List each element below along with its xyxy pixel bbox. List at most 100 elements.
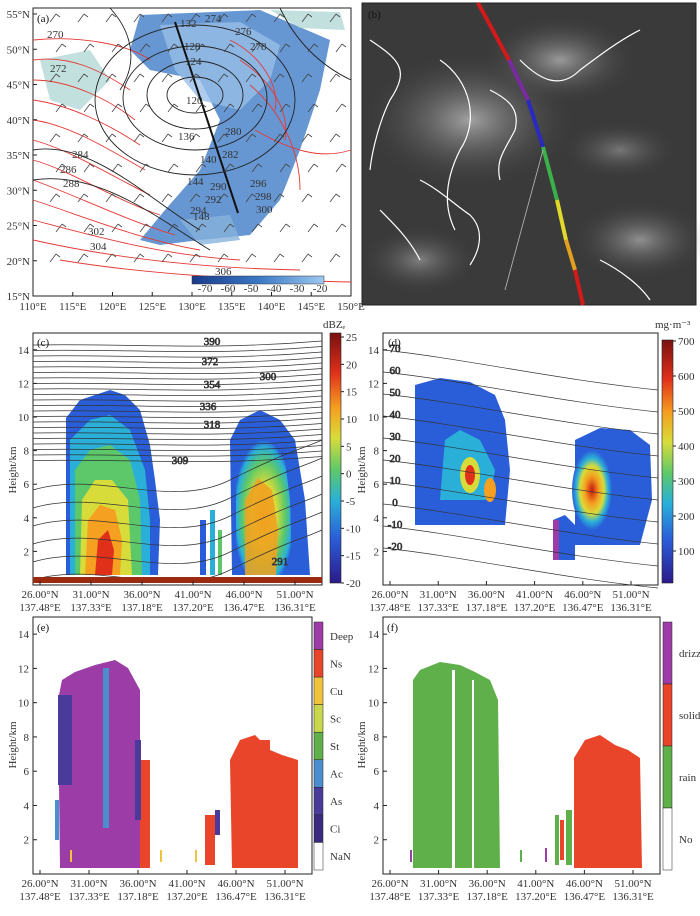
wind-barb-flag — [55, 253, 61, 258]
panel-d-ylabel: Height/km — [356, 446, 368, 493]
wind-barb — [301, 133, 309, 143]
theta-contour — [32, 417, 323, 424]
wind-barb — [279, 43, 287, 53]
panel-a-black-contour-label: 144 — [187, 176, 204, 188]
panel-e-y-ticks: 2 4 6 8 10 12 14 — [18, 629, 37, 847]
x-tick-lon: 137.33°E — [418, 891, 460, 903]
panel-e-legend: Deep Ns Cu Sc St Ac As Ci NaN — [313, 621, 354, 871]
colorbar-tick-label: 5 — [346, 441, 352, 453]
wind-barb — [139, 103, 147, 113]
panel-a-y-ticks: 55°N 50°N 45°N 40°N 35°N 30°N 25°N 20°N 15°N — [7, 9, 37, 303]
wind-barb-flag — [223, 73, 229, 78]
wind-barb — [133, 13, 141, 23]
panel-a-red-contour-label: 274 — [205, 13, 222, 25]
wind-barb-flag — [223, 13, 229, 18]
x-tick-lat: 46.00°N — [564, 589, 601, 601]
wind-barb-flag — [223, 253, 229, 258]
wind-barb — [55, 163, 63, 173]
x-tick-lat: 41.00°N — [168, 878, 205, 890]
wind-barb-flag — [341, 43, 347, 48]
panel-a-red-contour-label: 300 — [256, 204, 273, 216]
wind-barb — [223, 103, 231, 113]
wind-barb-flag — [313, 163, 319, 168]
wind-barb — [133, 193, 141, 203]
wind-barb-flag — [307, 133, 313, 138]
x-tick-lon: 137.18°E — [467, 891, 509, 903]
temp-contour — [382, 437, 659, 479]
panel-d-unit: mg·m⁻³ — [655, 319, 691, 331]
panel-c-y-ticks: 2 4 6 8 10 12 14 — [18, 345, 37, 558]
theta-contour — [32, 450, 323, 457]
wind-barb-flag — [201, 43, 207, 48]
wind-barb — [83, 223, 91, 233]
x-tick-lon: 136.31°E — [264, 891, 306, 903]
wind-barb-flag — [307, 13, 313, 18]
panel-a-colorbar-tick: -20 — [313, 283, 328, 295]
wind-barb — [335, 103, 343, 113]
wind-barb — [195, 163, 203, 173]
theta-contour-label: 372 — [202, 356, 219, 368]
wind-barb-flag — [229, 223, 235, 228]
panel-d-temp-contours: 70 60 50 40 30 20 10 0 -10 -20 — [382, 343, 659, 589]
wind-barb — [223, 163, 231, 173]
panel-a-black-contours — [32, 7, 352, 251]
wind-barb — [77, 73, 85, 83]
colorbar-tick-label: -20 — [346, 578, 361, 590]
theta-contour — [32, 434, 323, 440]
wind-barb-flag — [279, 133, 285, 138]
wind-barb — [279, 163, 287, 173]
x-tick-lon: 136.31°E — [610, 602, 652, 614]
wind-barb-flag — [335, 13, 341, 18]
wind-barb — [161, 193, 169, 203]
colorbar-tick-label: 15 — [346, 387, 358, 399]
panel-e-y-tick-label: 10 — [18, 698, 30, 710]
panel-a-red-contour-label: 288 — [63, 178, 80, 190]
wind-barb — [161, 133, 169, 143]
wind-barb — [49, 73, 57, 83]
panel-a-red-contour-label: 282 — [222, 149, 239, 161]
x-tick-lat: 31.00°N — [420, 878, 457, 890]
panel-a-red-contour-label: 286 — [60, 164, 77, 176]
theta-contour — [32, 457, 323, 510]
x-tick-lon: 137.18°E — [117, 891, 159, 903]
wind-barb-flag — [139, 253, 145, 258]
wind-barb-flag — [111, 73, 117, 78]
theta-contour-label: 390 — [204, 336, 221, 348]
x-tick-lon: 136.47°E — [223, 602, 265, 614]
panel-e-letter: (e) — [37, 622, 50, 634]
legend-swatch — [662, 621, 673, 685]
colorbar-tick-label: -10 — [346, 523, 361, 535]
panel-a-black-contour-label: 136 — [178, 131, 195, 143]
legend-swatch — [313, 649, 324, 678]
panel-d-y-ticks: 2 4 6 8 10 12 14 — [368, 345, 387, 558]
legend-swatch — [662, 683, 673, 747]
legend-label: Deep — [330, 631, 354, 643]
temp-contour-label: 0 — [392, 497, 398, 509]
legend-label: drizzle — [679, 648, 700, 660]
wind-barb-flag — [195, 73, 201, 78]
temp-contour-label: 30 — [390, 431, 402, 443]
wind-barb-flag — [285, 223, 291, 228]
wind-barb-flag — [145, 103, 151, 108]
panel-f-y-tick-label: 2 — [374, 835, 380, 847]
wind-barb — [189, 13, 197, 23]
panel-a-letter: (a) — [37, 13, 50, 25]
x-tick-lon: 137.20°E — [166, 891, 208, 903]
panel-a-colorbar — [191, 275, 325, 285]
legend-swatch — [313, 731, 324, 761]
wind-barb-flag — [285, 163, 291, 168]
wind-barb-flag — [117, 43, 123, 48]
panel-a-colorbar-tick: -70 — [198, 283, 213, 295]
wind-barb — [189, 133, 197, 143]
wind-barb-flag — [55, 133, 61, 138]
wind-barb-flag — [251, 73, 257, 78]
wind-barb-flag — [195, 193, 201, 198]
temp-contour — [382, 415, 659, 457]
wind-barb — [301, 73, 309, 83]
theta-contour — [32, 511, 323, 564]
x-tick-lon: 136.31°E — [612, 891, 654, 903]
wind-barb-flag — [167, 13, 173, 18]
panel-f-ylabel: Height/km — [356, 721, 368, 768]
panel-a-y-tick-label: 25°N — [7, 221, 30, 233]
